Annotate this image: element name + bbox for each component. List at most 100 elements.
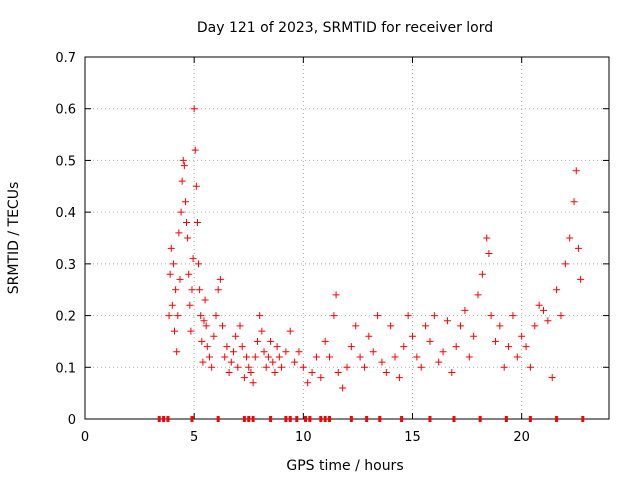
time-marker bbox=[157, 416, 161, 422]
data-point bbox=[465, 353, 473, 361]
data-point bbox=[540, 306, 547, 314]
data-point bbox=[470, 332, 478, 340]
data-point bbox=[190, 105, 198, 113]
time-marker bbox=[555, 416, 559, 422]
y-axis: 0 0.1 0.2 0.3 0.4 0.5 0.6 0.7 bbox=[55, 51, 609, 428]
data-point bbox=[304, 379, 312, 387]
x-tick-label: 0 bbox=[81, 430, 89, 445]
time-markers bbox=[157, 416, 585, 422]
data-point bbox=[395, 374, 403, 382]
data-point bbox=[334, 368, 342, 376]
data-point bbox=[404, 312, 412, 320]
data-point bbox=[212, 312, 220, 320]
x-tick-label: 15 bbox=[404, 430, 421, 445]
data-point bbox=[278, 363, 285, 371]
y-tick-label: 0.4 bbox=[55, 206, 76, 221]
time-marker bbox=[251, 416, 255, 422]
data-point bbox=[343, 363, 351, 371]
data-point bbox=[535, 301, 543, 309]
data-point bbox=[509, 312, 517, 320]
data-point bbox=[262, 363, 270, 371]
y-tick-label: 0.6 bbox=[55, 103, 76, 118]
data-point bbox=[461, 306, 469, 314]
data-point bbox=[572, 167, 580, 175]
data-point bbox=[485, 250, 493, 258]
data-point bbox=[435, 358, 443, 366]
data-point bbox=[332, 291, 340, 299]
time-marker bbox=[452, 416, 456, 422]
data-point bbox=[271, 368, 279, 376]
data-point bbox=[365, 332, 373, 340]
data-point bbox=[176, 275, 184, 283]
data-point bbox=[326, 353, 334, 361]
y-axis-label: SRMTID / TECUs bbox=[6, 182, 22, 295]
data-point bbox=[352, 322, 360, 330]
time-marker bbox=[528, 416, 532, 422]
x-tick-label: 20 bbox=[513, 430, 530, 445]
data-point bbox=[369, 348, 377, 356]
data-point bbox=[360, 363, 368, 371]
data-point bbox=[172, 286, 180, 294]
x-tick-label: 5 bbox=[190, 430, 198, 445]
x-axis: 0 5 10 15 20 bbox=[81, 57, 530, 445]
data-point bbox=[491, 337, 499, 345]
data-point bbox=[531, 322, 539, 330]
data-point bbox=[356, 353, 364, 361]
data-point bbox=[330, 312, 338, 320]
time-marker bbox=[247, 416, 251, 422]
data-point bbox=[553, 286, 561, 294]
data-point bbox=[291, 358, 299, 366]
time-marker bbox=[478, 416, 482, 422]
time-marker bbox=[269, 416, 273, 422]
data-point bbox=[483, 234, 491, 242]
data-point bbox=[174, 312, 182, 320]
data-point bbox=[269, 358, 277, 366]
data-point bbox=[522, 343, 530, 351]
time-marker bbox=[319, 416, 323, 422]
data-point bbox=[317, 374, 325, 382]
data-point bbox=[189, 255, 197, 263]
data-point bbox=[173, 348, 181, 356]
data-point bbox=[439, 348, 447, 356]
data-point bbox=[198, 337, 206, 345]
plot-frame bbox=[84, 56, 610, 420]
data-point bbox=[457, 322, 465, 330]
data-point bbox=[264, 353, 272, 361]
data-point bbox=[496, 322, 504, 330]
data-point bbox=[205, 353, 213, 361]
data-point bbox=[387, 322, 395, 330]
data-point bbox=[187, 327, 195, 335]
data-point bbox=[570, 198, 578, 206]
data-point bbox=[203, 343, 211, 351]
data-point bbox=[452, 343, 460, 351]
time-marker bbox=[581, 416, 585, 422]
data-point bbox=[256, 312, 264, 320]
data-point bbox=[184, 234, 192, 242]
time-marker bbox=[190, 416, 194, 422]
data-point bbox=[196, 286, 204, 294]
data-point bbox=[409, 332, 416, 340]
data-point bbox=[167, 244, 175, 252]
x-tick-label: 10 bbox=[295, 430, 312, 445]
data-point bbox=[240, 374, 248, 382]
data-point bbox=[192, 182, 200, 190]
y-tick-label: 0.2 bbox=[55, 310, 76, 325]
data-point bbox=[175, 229, 183, 237]
data-points bbox=[165, 105, 585, 392]
data-point bbox=[229, 348, 237, 356]
time-marker bbox=[328, 416, 332, 422]
data-point bbox=[168, 301, 176, 309]
data-point bbox=[171, 327, 179, 335]
data-point bbox=[474, 291, 482, 299]
time-marker bbox=[288, 416, 292, 422]
data-point bbox=[448, 368, 456, 376]
chart-title: Day 121 of 2023, SRMTID for receiver lor… bbox=[197, 20, 493, 36]
data-point bbox=[430, 312, 438, 320]
data-point bbox=[227, 358, 235, 366]
data-point bbox=[347, 343, 355, 351]
data-point bbox=[247, 368, 255, 376]
data-point bbox=[275, 353, 283, 361]
data-point bbox=[426, 337, 434, 345]
data-point bbox=[210, 332, 218, 340]
data-point bbox=[236, 322, 244, 330]
